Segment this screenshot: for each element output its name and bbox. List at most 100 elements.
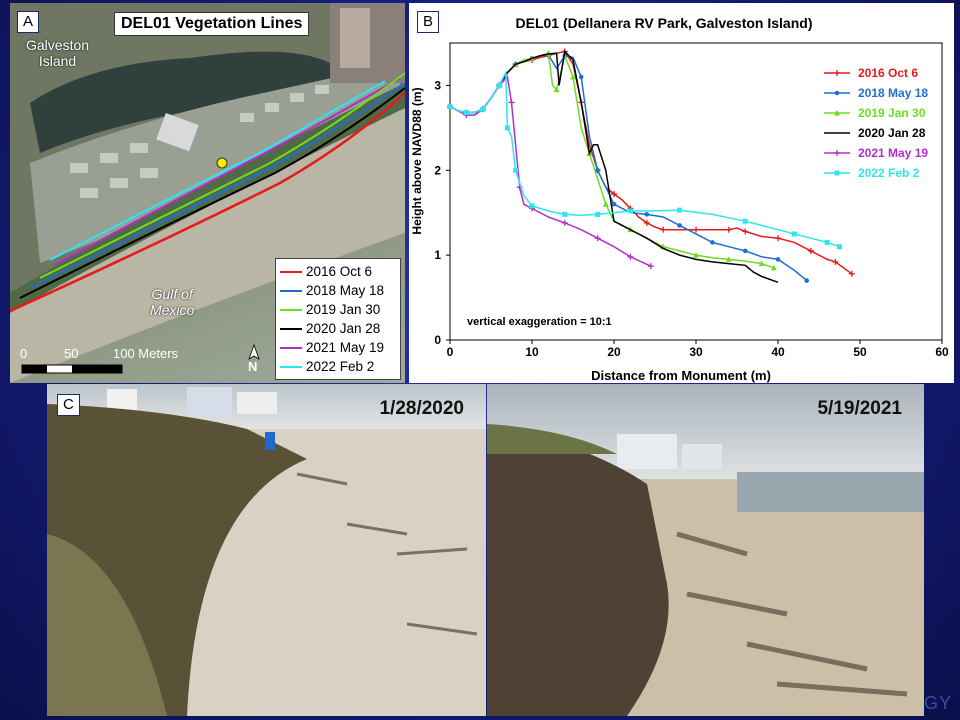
data-point [770,264,777,271]
map-legend-swatch [280,271,302,274]
photo-right-date: 5/19/2021 [817,398,902,419]
data-point [644,212,650,217]
map-legend-label: 2022 Feb 2 [306,359,375,374]
data-point [504,125,510,131]
data-point [602,201,609,207]
chart-legend-label: 2022 Feb 2 [858,166,920,180]
chart-legend-item: 2019 Jan 30 [824,106,926,120]
data-point [627,208,633,214]
map-legend-label: 2021 May 19 [306,340,385,355]
chart-legend-item: 2021 May 19 [824,146,928,160]
chart-legend: 2016 Oct 6 2018 May 18 2019 Jan 30 2020 Jan… [824,66,928,180]
map-legend: 2016 Oct 6 2018 May 18 2019 Jan 30 2020 Jan… [275,258,401,380]
scale-hundred: 100 Meters [113,346,179,361]
data-point [578,74,584,80]
photo-left-date: 1/28/2020 [379,398,464,419]
data-point [824,239,830,245]
map-legend-item: 2020 Jan 28 [280,320,380,338]
photo-2021: 5/19/2021 [487,384,924,716]
map-legend-item: 2021 May 19 [280,339,384,357]
chart-legend-item: 2022 Feb 2 [824,166,920,180]
y-tick-label: 1 [434,248,441,262]
data-point [837,244,842,250]
panel-c-tag: C [57,394,80,416]
series-line [449,69,840,248]
x-tick-label: 30 [689,345,703,359]
veg-line-2018 [29,82,405,289]
map-legend-swatch [280,309,302,312]
x-tick-label: 40 [771,345,785,359]
data-point [570,73,576,80]
series-line [449,75,652,267]
data-point [775,257,781,262]
series-2019-jan-30 [447,50,777,271]
chart-legend-label: 2019 Jan 30 [858,106,926,120]
data-point [834,110,840,116]
data-point [710,240,715,245]
gulf-label: Gulf of Mexico [150,286,195,318]
scale-fifty: 50 [64,346,79,361]
map-legend-item: 2019 Jan 30 [280,301,380,319]
corner-logo-text: GY [923,693,952,713]
data-point [758,260,765,267]
map-legend-label: 2020 Jan 28 [306,321,381,336]
veg-line-2016 [10,92,405,313]
chart-legend-label: 2021 May 19 [858,146,928,160]
map-legend-item: 2018 May 18 [280,282,384,300]
data-point [677,223,682,228]
data-point [562,211,568,217]
x-tick-label: 10 [525,345,539,359]
scale-zero: 0 [20,346,28,361]
map-legend-label: 2018 May 18 [306,283,385,298]
chart-legend-item: 2016 Oct 6 [824,66,918,80]
map-legend-swatch [280,290,302,293]
x-tick-label: 20 [607,345,621,359]
profile-chart-panel: DEL01 (Dellanera RV Park, Galveston Isla… [409,3,954,383]
data-point [834,90,840,96]
data-point [693,252,699,258]
beach-photo-2021 [487,384,924,716]
map-legend-label: 2016 Oct 6 [306,264,373,279]
photo-2020: C 1/28/2020 [47,384,486,716]
data-point [611,201,617,207]
data-point [742,248,748,254]
veg-line-2020 [19,87,405,299]
city-label: Galveston Island [26,37,90,69]
chart-axes: 0 10 20 30 40 50 60 0 1 2 3 [434,42,949,359]
chart-title: DEL01 (Dellanera RV Park, Galveston Isla… [516,15,813,31]
data-point [834,170,840,176]
panel-b-tag: B [417,11,440,33]
beach-photo-2020 [47,384,486,716]
series-2021-may-19 [447,75,654,270]
series-2018-may-18 [447,52,809,283]
series-line [449,54,808,282]
y-axis-label: Height above NAVD88 (m) [410,87,424,234]
profile-chart: DEL01 (Dellanera RV Park, Galveston Isla… [410,15,949,383]
data-point [677,207,683,213]
x-tick-label: 0 [447,345,454,359]
monument-marker [216,157,228,169]
chart-legend-item: 2018 May 18 [824,86,928,100]
data-point [595,211,601,217]
chart-series [447,48,855,284]
north-label: N [248,359,258,374]
data-point [447,104,453,110]
data-point [595,167,600,173]
data-point [480,106,486,112]
aerial-map [10,3,405,383]
chart-annotation: vertical exaggeration = 10:1 [467,316,612,328]
map-legend-label: 2019 Jan 30 [306,302,381,317]
chart-legend-label: 2020 Jan 28 [858,126,926,140]
vegetation-map-panel: A DEL01 Vegetation Lines Galveston Islan… [10,3,405,383]
data-point [742,218,748,224]
series-2022-feb-2 [447,69,842,250]
veg-line-2021 [54,77,401,266]
chart-legend-item: 2020 Jan 28 [824,126,926,140]
data-point [791,231,797,237]
map-legend-item: 2022 Feb 2 [280,358,374,376]
x-tick-label: 60 [935,345,949,359]
x-axis-label: Distance from Monument (m) [591,368,771,383]
chart-legend-label: 2016 Oct 6 [858,66,918,80]
map-legend-swatch [280,328,302,331]
y-tick-label: 2 [434,163,441,177]
